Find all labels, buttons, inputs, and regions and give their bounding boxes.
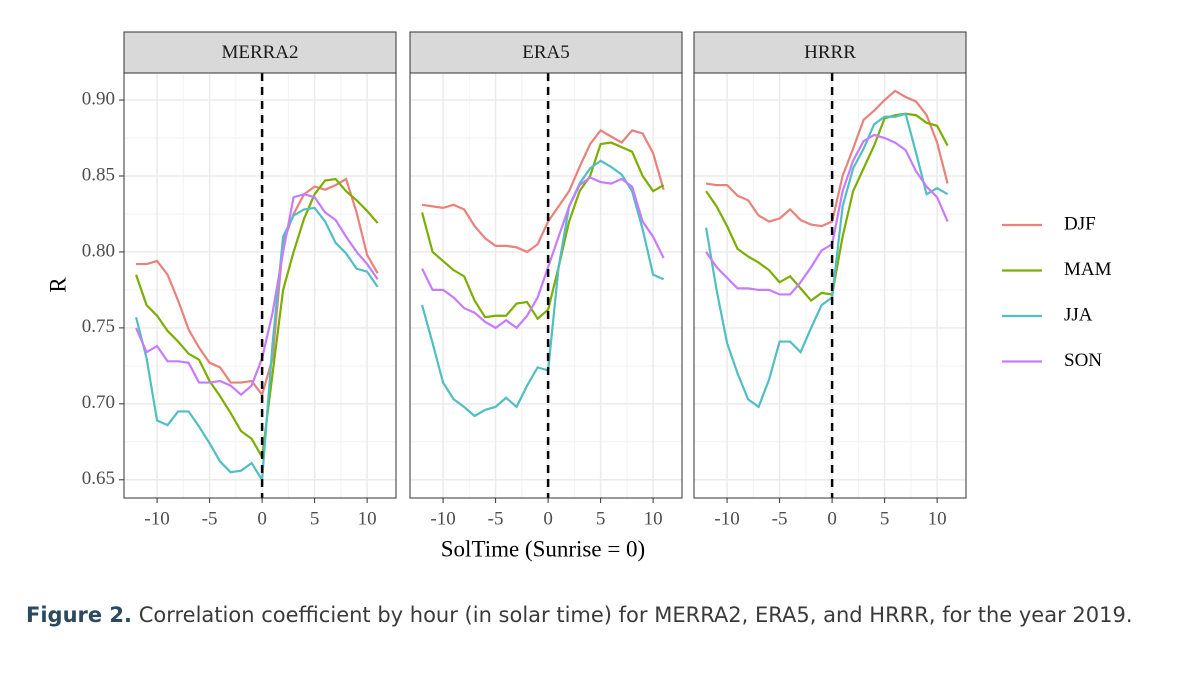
series-line bbox=[421, 141, 665, 321]
caption-text: Correlation coefficient by hour (in sola… bbox=[138, 603, 1133, 627]
panel-border bbox=[409, 72, 683, 499]
y-tick-label: 0.75 bbox=[82, 316, 115, 337]
legend-label: JJA bbox=[1064, 304, 1093, 325]
x-tick-label: 5 bbox=[596, 508, 606, 529]
series-line bbox=[705, 133, 949, 296]
chart: SolTime (Sunrise = 0) R MERRA2 0.65 0.70 0.… bbox=[45, 31, 1112, 561]
y-tick-label: 0.90 bbox=[82, 88, 115, 109]
y-tick-label: 0.65 bbox=[82, 468, 115, 489]
series-line bbox=[704, 112, 949, 409]
y-axis-label: R bbox=[45, 277, 70, 293]
series-line bbox=[705, 112, 949, 303]
x-tick-label: 0 bbox=[543, 508, 553, 529]
x-tick-label: -10 bbox=[430, 508, 455, 529]
caption-label: Figure 2. bbox=[26, 603, 133, 627]
x-tick-label: -5 bbox=[772, 508, 788, 529]
y-tick-label: 0.85 bbox=[82, 164, 115, 185]
x-tick-label: 10 bbox=[644, 508, 663, 529]
x-axis-label: SolTime (Sunrise = 0) bbox=[441, 536, 645, 561]
x-tick-label: 0 bbox=[827, 508, 837, 529]
legend-label: DJF bbox=[1064, 213, 1096, 234]
y-tick-label: 0.80 bbox=[82, 240, 115, 261]
panel-border bbox=[693, 72, 967, 499]
x-tick-label: 5 bbox=[880, 508, 890, 529]
panel-title: ERA5 bbox=[522, 42, 570, 63]
panel-strip bbox=[123, 31, 397, 74]
series-line bbox=[421, 159, 665, 418]
series-line bbox=[421, 176, 665, 330]
panel-strip bbox=[693, 31, 967, 74]
x-tick-label: 5 bbox=[310, 508, 320, 529]
x-tick-label: 0 bbox=[257, 508, 267, 529]
x-tick-label: 10 bbox=[358, 508, 377, 529]
panel-title: MERRA2 bbox=[221, 42, 298, 63]
x-tick-label: -10 bbox=[144, 508, 169, 529]
x-tick-label: -5 bbox=[488, 508, 504, 529]
panel-border bbox=[123, 72, 397, 499]
x-tick-label: 10 bbox=[928, 508, 947, 529]
caption: Figure 2. Correlation coefficient by hou… bbox=[26, 598, 1136, 632]
series-line bbox=[136, 177, 379, 398]
x-tick-label: -5 bbox=[202, 508, 218, 529]
x-tick-label: -10 bbox=[714, 508, 739, 529]
legend-label: MAM bbox=[1064, 259, 1112, 280]
series-line bbox=[135, 206, 379, 484]
panel-title: HRRR bbox=[804, 42, 856, 63]
y-tick-label: 0.70 bbox=[82, 392, 115, 413]
series-line bbox=[135, 177, 379, 461]
series-line bbox=[705, 89, 949, 228]
legend-label: SON bbox=[1064, 350, 1102, 371]
series-line bbox=[135, 193, 379, 397]
series-line bbox=[421, 128, 665, 254]
panel-strip bbox=[409, 31, 683, 74]
